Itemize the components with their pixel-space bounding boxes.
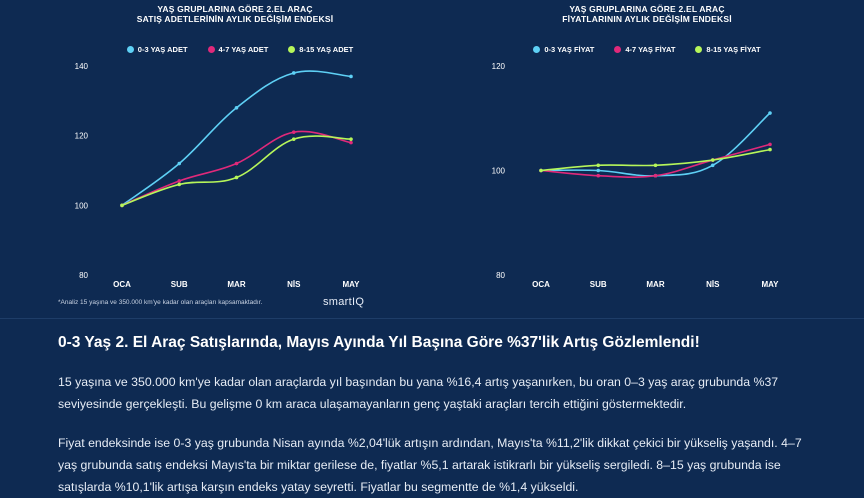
data-point (596, 168, 601, 173)
data-point (234, 161, 239, 166)
y-tick-label: 100 (75, 201, 89, 210)
price-index-plot: 80 100 120 OCA SUB MAR NİS MAY (492, 62, 780, 289)
legend-dot (126, 46, 134, 53)
data-point (234, 106, 239, 110)
y-tick-label: 120 (492, 62, 506, 71)
chart-title: YAŞ GRUPLARINA GÖRE 2.EL ARAÇ FİYATLARIN… (430, 4, 864, 24)
y-tick-label: 80 (496, 271, 505, 280)
data-point (768, 111, 772, 115)
article-paragraph: 15 yaşına ve 350.000 km'ye kadar olan ar… (58, 375, 779, 411)
legend-label: 4-7 YAŞ FİYAT (625, 45, 676, 54)
data-point (768, 142, 772, 147)
article-headline: 0-3 Yaş 2. El Araç Satışlarında, Mayıs A… (58, 334, 700, 351)
data-point (596, 163, 601, 168)
chart-legend: 0-3 YAŞ FİYAT 4-7 YAŞ FİYAT 8-15 YAŞ FİY… (430, 45, 864, 54)
data-point (596, 173, 601, 178)
sales-index-chart: YAŞ GRUPLARINA GÖRE 2.EL ARAÇ SATIŞ ADET… (0, 0, 470, 300)
legend-label: 8-15 YAŞ ADET (299, 45, 354, 54)
data-point (177, 182, 182, 187)
x-tick-label: OCA (532, 280, 550, 289)
data-point (120, 203, 124, 208)
chart-title-line2: FİYATLARININ AYLIK DEĞİŞİM ENDEKSİ (562, 14, 732, 24)
data-point (539, 168, 543, 173)
chart-title-line2: SATIŞ ADETLERİNİN AYLIK DEĞİŞİM ENDEKSİ (136, 14, 334, 24)
data-point (177, 179, 182, 183)
article-paragraph: Fiyat endeksinde ise 0-3 yaş grubunda Ni… (58, 436, 802, 494)
legend-item: 4-7 YAŞ FİYAT (614, 45, 675, 54)
legend-label: 0-3 YAŞ ADET (137, 45, 188, 54)
data-point (291, 137, 296, 141)
x-tick-label: NİS (287, 280, 301, 289)
series-line (540, 143, 771, 179)
series-line (121, 130, 352, 207)
x-tick-label: SUB (590, 280, 607, 289)
divider (0, 318, 864, 319)
chart-legend: 0-3 YAŞ ADET 4-7 YAŞ ADET 8-15 YAŞ ADET (0, 45, 470, 54)
x-tick-label: OCA (113, 280, 131, 289)
y-tick-label: 100 (492, 167, 506, 176)
legend-item: 0-3 YAŞ ADET (126, 45, 188, 54)
x-tick-label: MAR (227, 280, 245, 289)
chart-title-line1: YAŞ GRUPLARINA GÖRE 2.EL ARAÇ (569, 4, 725, 14)
chart-title: YAŞ GRUPLARINA GÖRE 2.EL ARAÇ SATIŞ ADET… (0, 4, 470, 24)
series-line (121, 135, 352, 207)
legend-item: 8-15 YAŞ FİYAT (695, 45, 761, 54)
data-point (349, 140, 353, 145)
legend-dot (533, 46, 541, 53)
legend-dot (288, 46, 296, 53)
legend-label: 4-7 YAŞ ADET (218, 45, 269, 54)
chart-title-line1: YAŞ GRUPLARINA GÖRE 2.EL ARAÇ (157, 4, 313, 14)
data-point (234, 175, 239, 180)
y-tick-label: 80 (79, 271, 88, 280)
data-point (177, 161, 182, 166)
x-tick-label: MAY (761, 280, 779, 289)
y-tick-label: 140 (75, 62, 89, 71)
x-tick-label: SUB (171, 280, 188, 289)
legend-item: 0-3 YAŞ FİYAT (533, 45, 594, 54)
data-point (349, 74, 353, 79)
footnote: *Analiz 15 yaşına ve 350.000 km'ye kadar… (58, 299, 263, 306)
data-point (710, 158, 715, 162)
legend-label: 0-3 YAŞ FİYAT (544, 45, 595, 54)
series-line (121, 70, 352, 206)
legend-dot (207, 46, 215, 53)
sales-index-plot: 80 100 120 140 OCA SUB MAR NİS MAY (75, 62, 361, 289)
x-tick-label: NİS (706, 280, 720, 289)
x-tick-label: MAY (342, 280, 360, 289)
data-point (291, 71, 296, 75)
data-point (653, 163, 658, 168)
brand-logo: smartIQ (323, 296, 365, 308)
x-tick-label: MAR (646, 280, 664, 289)
legend-dot (695, 46, 703, 53)
data-point (710, 163, 715, 168)
data-point (291, 130, 296, 134)
data-point (349, 137, 353, 141)
price-index-chart: YAŞ GRUPLARINA GÖRE 2.EL ARAÇ FİYATLARIN… (430, 0, 864, 300)
y-tick-label: 120 (75, 132, 89, 141)
legend-label: 8-15 YAŞ FİYAT (706, 45, 761, 54)
legend-item: 8-15 YAŞ ADET (288, 45, 353, 54)
legend-dot (614, 46, 622, 53)
data-point (768, 147, 772, 152)
data-point (653, 173, 658, 178)
series-line (540, 148, 771, 172)
legend-item: 4-7 YAŞ ADET (207, 45, 269, 54)
